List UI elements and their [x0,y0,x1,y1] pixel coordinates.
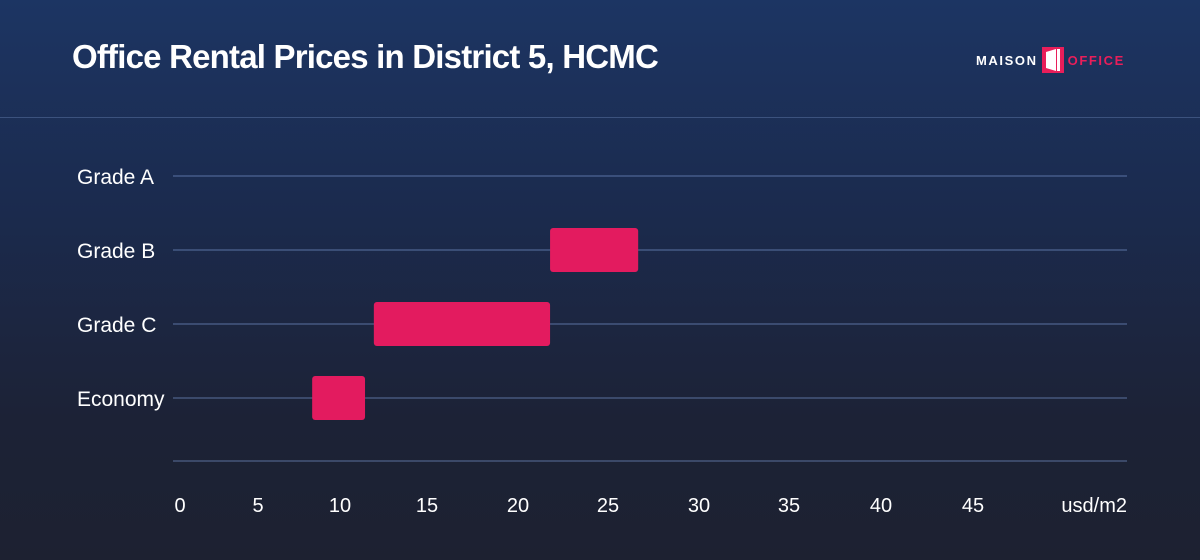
category-label-grade-c: Grade C [77,314,156,337]
category-label-grade-b: Grade B [77,240,155,263]
x-tick-label-0: 0 [174,495,185,517]
x-tick-label-30: 30 [688,495,710,517]
x-tick-label-45: 45 [962,495,984,517]
logo-text-left: MAISON [976,52,1038,68]
x-tick-label-40: 40 [870,495,892,517]
x-tick-label-20: 20 [507,495,529,517]
page-title: Office Rental Prices in District 5, HCMC [72,38,659,75]
brand-logo: MAISON OFFICE [976,46,1125,74]
range-bar-grade-b [550,228,639,272]
logo-text-right: OFFICE [1067,52,1125,68]
category-label-grade-a: Grade A [77,166,154,189]
range-bar-grade-c [373,302,551,346]
x-tick-label-35: 35 [778,495,800,517]
x-axis-unit: usd/m2 [1061,495,1127,517]
header: Office Rental Prices in District 5, HCMC… [0,0,1200,118]
x-tick-label-5: 5 [252,495,263,517]
range-bar-economy [312,376,366,420]
x-tick-label-25: 25 [597,495,619,517]
category-label-economy: Economy [77,388,165,411]
x-tick-label-15: 15 [416,495,438,517]
x-tick-label-10: 10 [329,495,351,517]
logo-door-icon [1041,47,1064,73]
